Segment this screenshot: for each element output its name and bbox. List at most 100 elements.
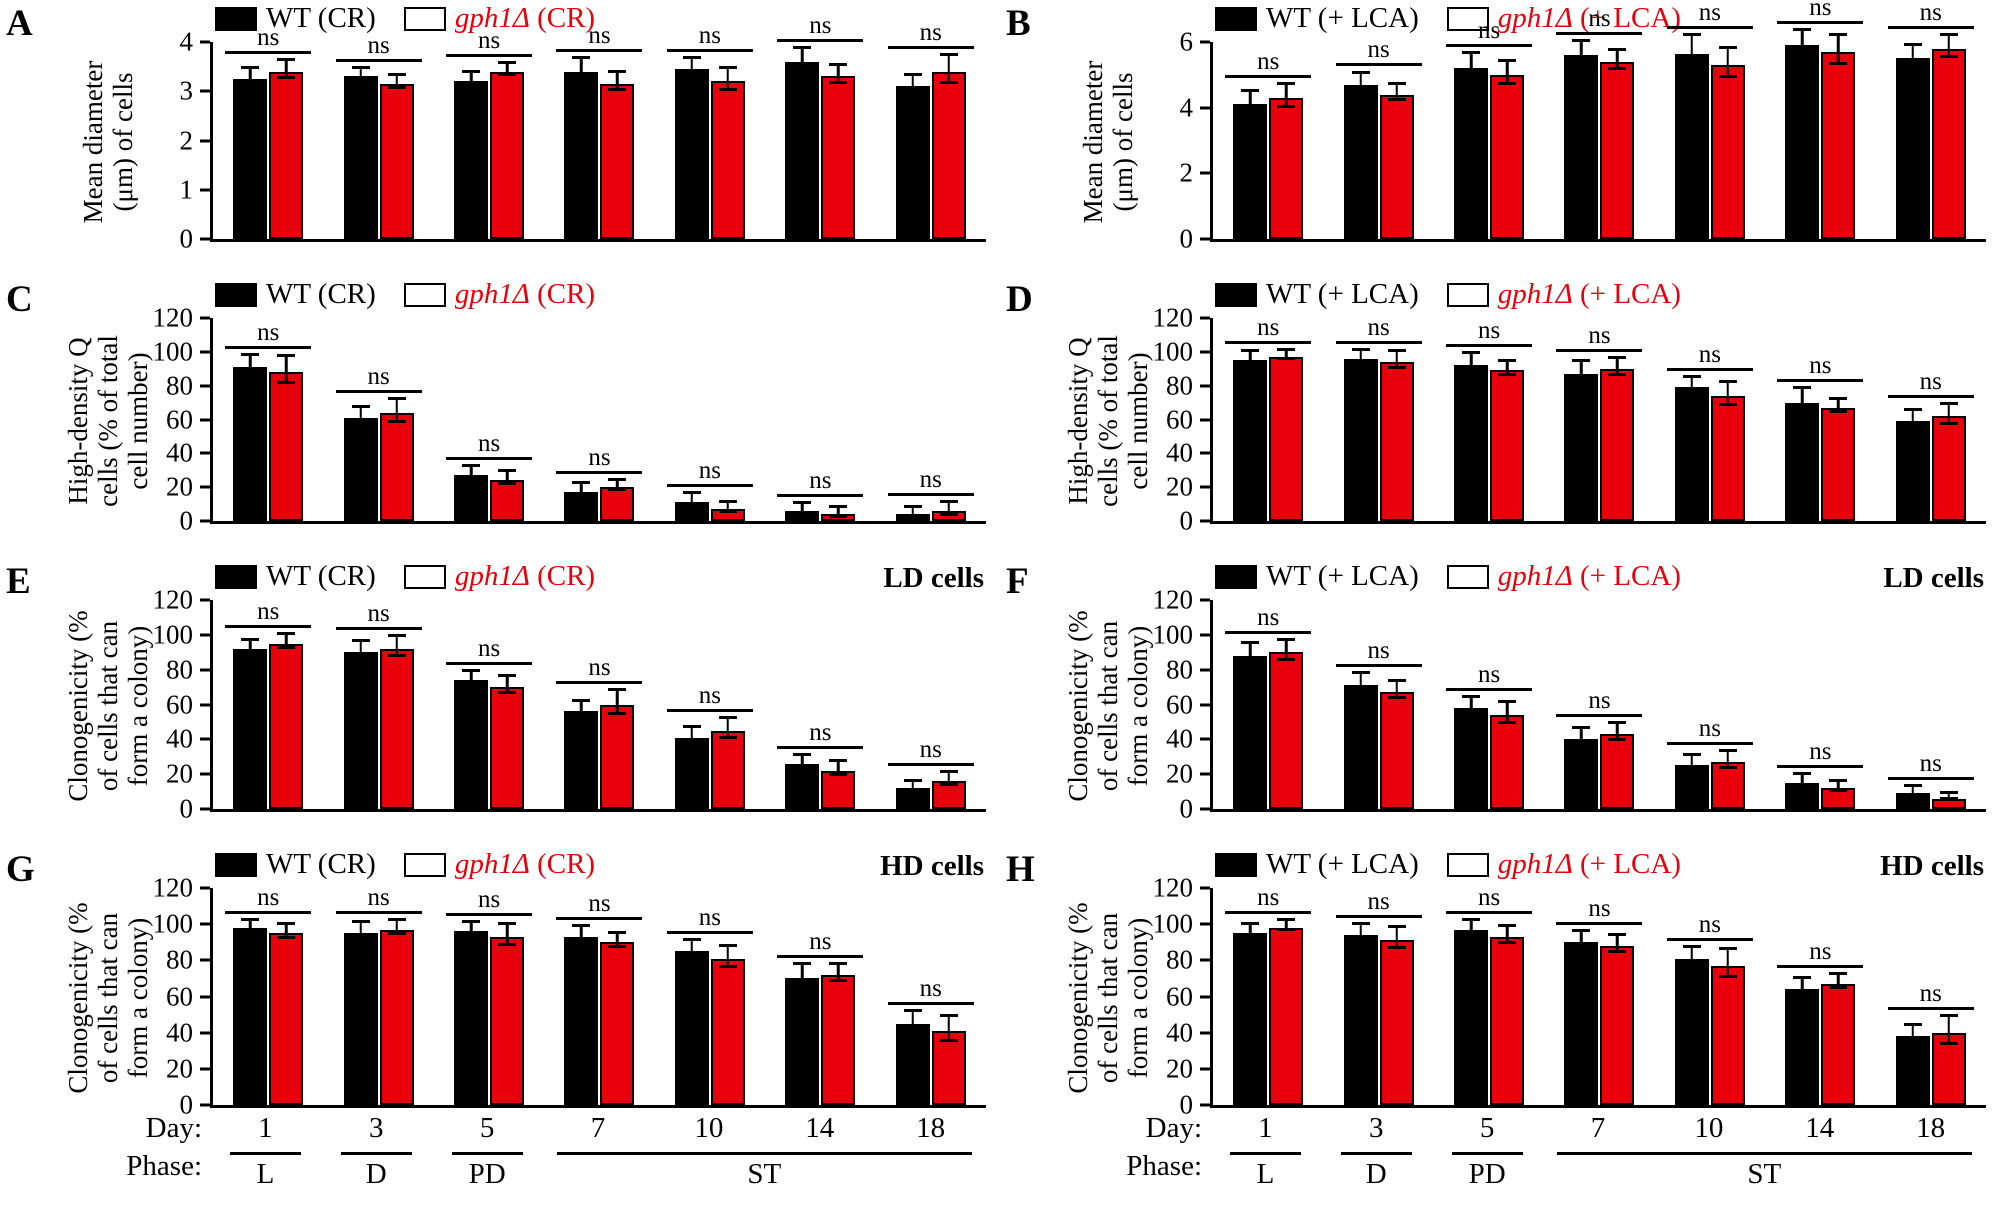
- y-tick-label: 0: [179, 505, 194, 536]
- plot-area: WT (CR) gph1Δ (CR) 0 20 40 60 80 100 120 ns ns ns…: [153, 278, 986, 534]
- y-tick-label: 4: [1179, 92, 1194, 123]
- significance-label: ns: [1919, 0, 1942, 26]
- significance-label: ns: [1698, 0, 1722, 26]
- bar-group: ns: [1655, 888, 1765, 1105]
- error-bar: [1498, 59, 1517, 85]
- y-tick-mark: [200, 995, 210, 998]
- y-tick-label: 100: [1152, 336, 1194, 367]
- day-tick-label: 14: [805, 1112, 835, 1144]
- bar-gph1: [1269, 652, 1304, 809]
- y-tick-label: 40: [166, 437, 193, 468]
- phase-label: L: [1256, 1158, 1275, 1190]
- significance-line: [1666, 742, 1753, 746]
- error-bar: [1241, 921, 1260, 939]
- day-axis-caption: Day:: [145, 1112, 202, 1144]
- significance-line: [556, 916, 643, 920]
- y-tick-mark: [1200, 995, 1210, 998]
- significance-line: [225, 911, 312, 915]
- y-tick-label: 2: [1179, 157, 1194, 188]
- significance-label: ns: [1257, 313, 1280, 341]
- significance-label: ns: [477, 26, 501, 54]
- y-tick-mark: [1200, 737, 1210, 741]
- panel-h: H Clonogenicity (% of cells that can for…: [1000, 846, 2000, 1218]
- bar-group: ns: [876, 888, 986, 1105]
- y-tick-label: 20: [166, 1053, 193, 1084]
- bar-wt: [1454, 68, 1489, 239]
- bar-gph1: [821, 770, 856, 809]
- y-tick-label: 40: [1166, 723, 1193, 754]
- error-bar: [387, 918, 406, 936]
- y-tick-label: 40: [166, 723, 193, 754]
- bar-group: ns: [434, 885, 544, 1105]
- legend-label-gph1: gph1Δ (+ LCA): [1498, 2, 1681, 35]
- error-bar: [572, 55, 591, 82]
- significance-label: ns: [477, 634, 501, 662]
- y-tick-label: 20: [1166, 1053, 1193, 1084]
- bar-gph1: [1379, 940, 1414, 1105]
- plot-area: WT (+ LCA) gph1Δ (+ LCA) LD cells 0 20 40 6…: [1153, 560, 1986, 822]
- y-tick-label: 0: [1179, 223, 1194, 254]
- legend-label-gph1-rest: (+ LCA): [1572, 278, 1681, 310]
- significance-line: [1777, 379, 1864, 383]
- error-bar: [939, 1014, 958, 1042]
- legend-label-wt: WT (+ LCA): [1266, 2, 1419, 34]
- bar-group: ns: [1213, 885, 1323, 1105]
- error-bar: [572, 923, 591, 945]
- error-bar: [1939, 1014, 1958, 1046]
- error-bar: [1682, 752, 1701, 773]
- plot-area: WT (CR) gph1Δ (CR) 0 1 2 3 4 ns ns ns ns ns ns ns: [180, 2, 986, 252]
- error-bar: [829, 759, 848, 776]
- day-tick-label: 10: [1694, 1112, 1724, 1144]
- bar-gph1: [1931, 48, 1966, 239]
- bar-group: ns: [1434, 18, 1544, 239]
- significance-line: [1225, 340, 1312, 344]
- bar-wt: [674, 69, 709, 239]
- y-tick-label: 4: [179, 26, 194, 57]
- error-bar: [608, 70, 627, 92]
- significance-line: [335, 389, 422, 393]
- plot-area: WT (+ LCA) gph1Δ (+ LCA) 0 20 40 60 80 100 120…: [1153, 278, 1986, 534]
- significance-label: ns: [1698, 340, 1722, 368]
- bar-gph1: [379, 648, 414, 809]
- error-bar: [462, 464, 481, 481]
- y-tick-label: 100: [152, 619, 194, 650]
- error-bar: [1608, 721, 1627, 742]
- y-tick-label: 100: [152, 336, 194, 367]
- legend: WT (CR) gph1Δ (CR): [215, 278, 623, 311]
- legend-swatch-wt: [1215, 282, 1257, 307]
- significance-label: ns: [1367, 636, 1390, 664]
- y-tick-label: 120: [1152, 584, 1194, 615]
- bar-group: ns: [1323, 888, 1433, 1105]
- bar-wt: [1564, 942, 1599, 1105]
- significance-line: [777, 745, 864, 749]
- error-bar: [241, 637, 260, 654]
- error-bar: [387, 634, 406, 658]
- significance-label: ns: [809, 11, 832, 39]
- significance-line: [1887, 25, 1974, 29]
- error-bar: [241, 352, 260, 376]
- legend-label-wt: WT (CR): [266, 848, 376, 880]
- y-tick-mark: [200, 188, 210, 192]
- bar-wt: [233, 927, 268, 1105]
- bar-wt: [895, 1023, 930, 1105]
- cell-type-label: HD cells: [1880, 850, 1984, 882]
- significance-label: ns: [1809, 938, 1832, 966]
- error-bar: [1387, 679, 1406, 700]
- y-tick-mark: [1200, 633, 1210, 637]
- significance-label: ns: [367, 884, 390, 912]
- legend: WT (CR) gph1Δ (CR): [215, 848, 623, 881]
- phase-line: [230, 1152, 301, 1155]
- bar-wt: [1343, 84, 1378, 239]
- y-tick-mark: [200, 89, 210, 93]
- error-bar: [1462, 695, 1481, 715]
- day-axis: Day: 1 3 5 7 10 14 18: [146, 1112, 986, 1146]
- error-bar: [277, 354, 296, 384]
- significance-label: ns: [477, 885, 501, 913]
- legend: WT (+ LCA) gph1Δ (+ LCA): [1215, 560, 1709, 593]
- error-bar: [241, 918, 260, 932]
- y-tick-mark: [1200, 772, 1210, 776]
- y-tick-label: 2: [179, 125, 194, 155]
- error-bar: [1903, 1023, 1922, 1044]
- significance-label: ns: [1809, 0, 1832, 21]
- y-axis-title: Mean diameter (μm) of cells: [1056, 42, 1160, 242]
